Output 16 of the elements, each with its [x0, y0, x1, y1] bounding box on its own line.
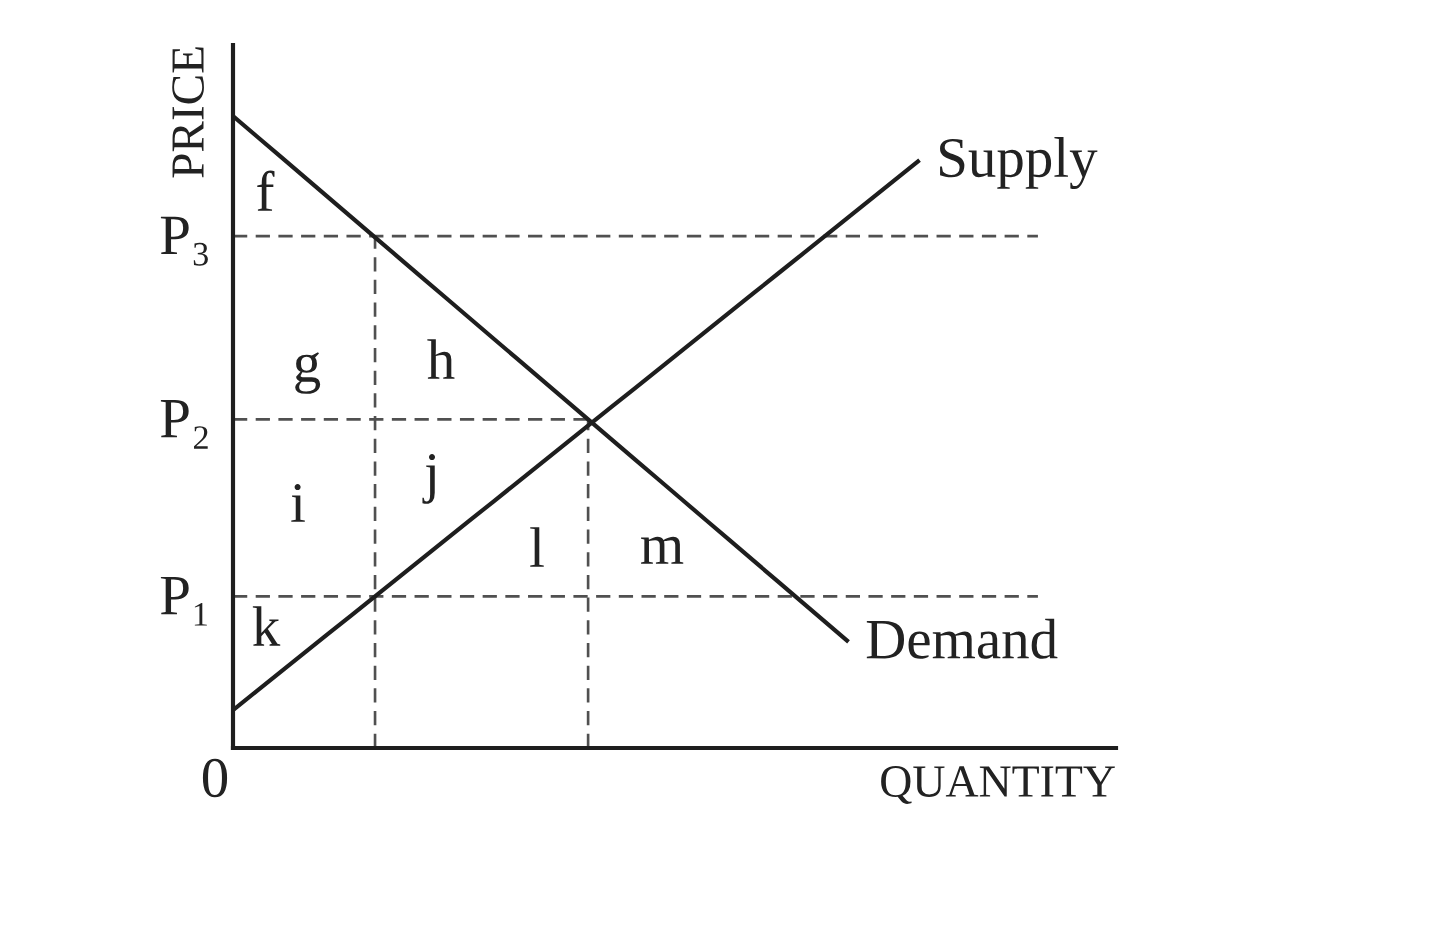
- annotation: g: [295, 352, 321, 394]
- annotation: h: [427, 339, 455, 379]
- x-axis-title: QUANTITY: [881, 766, 1115, 804]
- annotation: k: [252, 606, 281, 646]
- annotation: m: [641, 536, 684, 564]
- annotation: i: [291, 483, 305, 522]
- annotation: j: [422, 453, 436, 504]
- text: 0: [202, 758, 228, 798]
- annotation: f: [257, 170, 275, 211]
- series-label: Demand: [866, 618, 1058, 659]
- annotation: l: [530, 527, 544, 567]
- series-label: P₁: [160, 576, 207, 626]
- series-label: P₃: [160, 216, 208, 266]
- series-label: Supply: [940, 137, 1098, 189]
- y-axis-title: PRICE: [172, 47, 204, 178]
- series-label: P₂: [160, 399, 208, 449]
